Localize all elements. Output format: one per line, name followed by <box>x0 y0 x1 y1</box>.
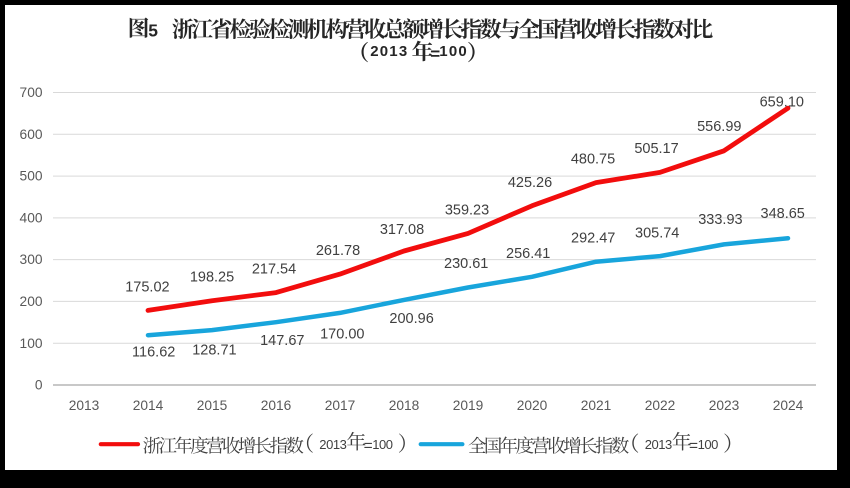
svg-text:2018: 2018 <box>389 398 420 413</box>
svg-text:305.74: 305.74 <box>635 226 679 242</box>
svg-text:300: 300 <box>20 252 43 267</box>
svg-text:198.25: 198.25 <box>190 270 234 286</box>
svg-text:500: 500 <box>20 169 43 184</box>
svg-text:2014: 2014 <box>133 398 164 413</box>
svg-text:2013: 2013 <box>319 437 346 452</box>
svg-text:5: 5 <box>148 21 158 41</box>
svg-text:2024: 2024 <box>773 398 804 413</box>
svg-text:2016: 2016 <box>261 398 292 413</box>
svg-text:348.65: 348.65 <box>761 206 805 222</box>
svg-text:=: = <box>364 437 373 454</box>
svg-text:200.96: 200.96 <box>389 311 433 327</box>
svg-text:=: = <box>689 437 698 454</box>
svg-text:0: 0 <box>35 378 43 393</box>
svg-text:230.61: 230.61 <box>444 256 488 272</box>
svg-text:100: 100 <box>439 43 468 60</box>
svg-text:425.26: 425.26 <box>508 175 552 191</box>
svg-text:256.41: 256.41 <box>506 246 550 262</box>
svg-text:2017: 2017 <box>325 398 356 413</box>
svg-text:600: 600 <box>20 127 43 142</box>
svg-text:2020: 2020 <box>517 398 548 413</box>
svg-text:2013: 2013 <box>645 437 672 452</box>
svg-text:556.99: 556.99 <box>697 119 741 135</box>
svg-text:2023: 2023 <box>709 398 740 413</box>
svg-text:2015: 2015 <box>197 398 228 413</box>
svg-text:200: 200 <box>20 294 43 309</box>
svg-text:2013: 2013 <box>69 398 100 413</box>
svg-text:2019: 2019 <box>453 398 484 413</box>
svg-text:116.62: 116.62 <box>132 344 175 360</box>
svg-text:2021: 2021 <box>581 398 612 413</box>
svg-text:=: = <box>430 44 440 63</box>
svg-text:217.54: 217.54 <box>252 262 296 278</box>
svg-text:2013: 2013 <box>370 43 408 60</box>
svg-text:317.08: 317.08 <box>380 222 424 238</box>
svg-text:505.17: 505.17 <box>634 141 678 157</box>
svg-text:170.00: 170.00 <box>320 327 364 343</box>
svg-text:100: 100 <box>372 437 393 452</box>
svg-text:100: 100 <box>20 336 43 351</box>
svg-text:333.93: 333.93 <box>698 212 742 228</box>
svg-text:147.67: 147.67 <box>260 333 304 349</box>
svg-text:2022: 2022 <box>645 398 676 413</box>
svg-text:175.02: 175.02 <box>125 280 169 296</box>
svg-text:659.10: 659.10 <box>760 94 804 110</box>
svg-text:359.23: 359.23 <box>445 202 489 218</box>
svg-text:700: 700 <box>20 85 43 100</box>
svg-text:261.78: 261.78 <box>316 243 360 259</box>
svg-text:400: 400 <box>20 211 43 226</box>
svg-text:128.71: 128.71 <box>192 342 236 358</box>
svg-text:100: 100 <box>698 437 719 452</box>
svg-text:480.75: 480.75 <box>571 152 615 168</box>
svg-text:292.47: 292.47 <box>571 231 615 247</box>
